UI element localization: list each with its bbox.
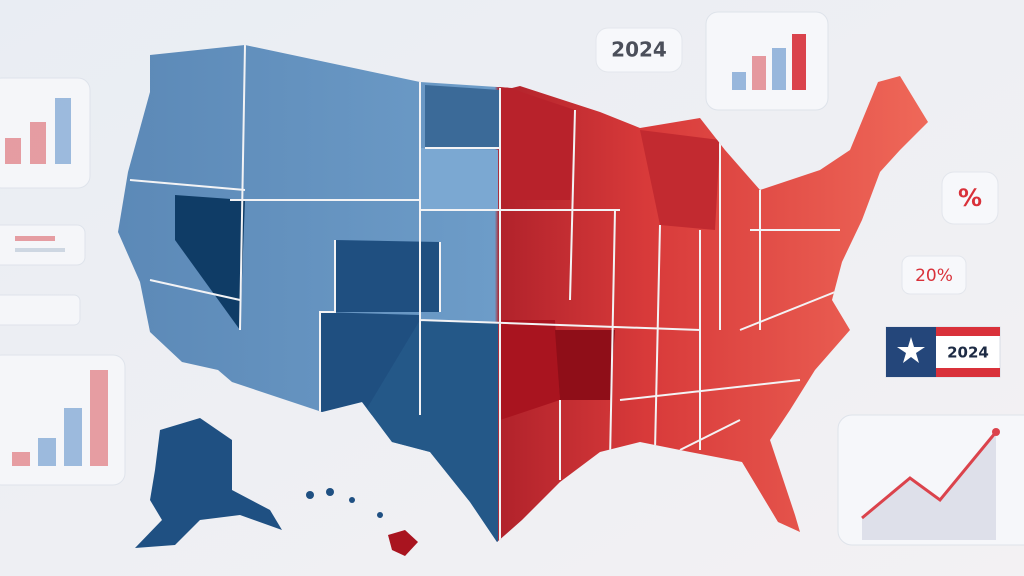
percent-badge: %: [941, 171, 999, 225]
flag-badge: 2024: [885, 326, 1001, 378]
right-cards: [705, 11, 1024, 546]
year-badge: 2024: [595, 27, 683, 73]
hawaii: [388, 530, 418, 556]
percent-symbol: %: [958, 184, 982, 212]
left-cards: [0, 77, 126, 486]
alaska: [135, 418, 383, 548]
flag-year: 2024: [947, 344, 989, 362]
percent-value: 20%: [915, 266, 953, 286]
year-label: 2024: [611, 38, 667, 62]
state-lines: [129, 45, 841, 542]
value-badge: 20%: [901, 255, 967, 295]
